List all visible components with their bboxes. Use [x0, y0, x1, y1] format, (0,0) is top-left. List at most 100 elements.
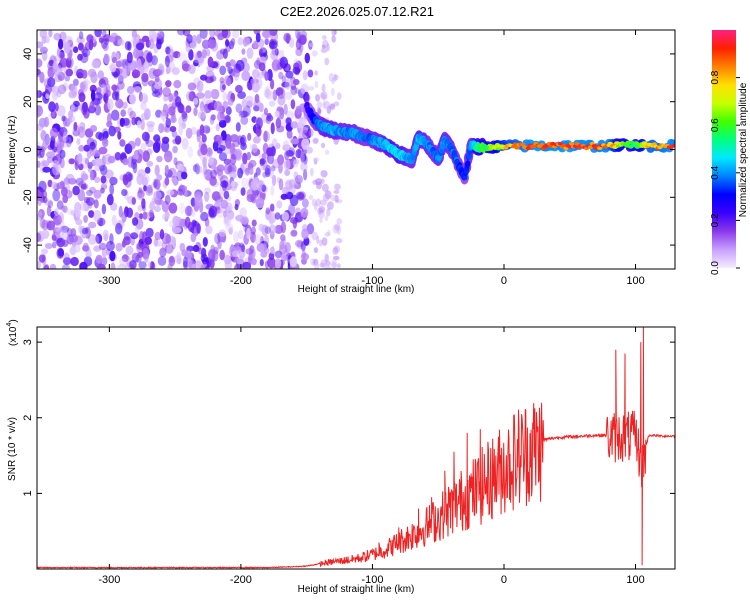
- noise-blob: [62, 194, 69, 204]
- noise-blob: [280, 254, 289, 262]
- noise-blob: [200, 111, 206, 122]
- noise-blob: [168, 48, 175, 58]
- noise-blob: [105, 83, 111, 93]
- noise-blob: [176, 170, 184, 182]
- noise-blob: [79, 81, 86, 91]
- ridge-core: [569, 141, 575, 146]
- noise-blob: [227, 98, 234, 106]
- noise-blob: [154, 231, 162, 241]
- noise-blob: [80, 183, 87, 190]
- noise-blob: [266, 147, 274, 157]
- colorbar-ticks: 0.0 0.2 0.4 0.6 0.8: [710, 70, 740, 275]
- noise-blob: [229, 59, 236, 67]
- noise-blob: [125, 245, 134, 256]
- noise-blob: [263, 130, 268, 143]
- noise-blob: [304, 52, 310, 64]
- noise-blob: [188, 260, 197, 269]
- noise-blob: [37, 58, 43, 68]
- noise-blob: [89, 125, 98, 133]
- noise-blob: [165, 118, 171, 128]
- noise-blob: [159, 247, 167, 258]
- noise-blob: [97, 263, 106, 269]
- sparse-blob: [331, 30, 337, 36]
- noise-blob: [300, 241, 306, 252]
- noise-blob: [74, 244, 81, 253]
- noise-blob: [181, 249, 189, 257]
- noise-blob: [195, 92, 205, 99]
- noise-blob: [295, 47, 303, 57]
- noise-blob: [249, 168, 254, 176]
- noise-blob: [98, 242, 107, 251]
- noise-blob: [278, 178, 284, 191]
- noise-blob: [175, 96, 182, 107]
- sparse-blob: [324, 57, 330, 66]
- noise-blob: [207, 56, 214, 68]
- noise-blob: [109, 64, 117, 73]
- noise-blob: [271, 174, 277, 187]
- noise-blob: [223, 214, 230, 225]
- sparse-blob: [310, 258, 315, 266]
- noise-blob: [127, 140, 136, 150]
- noise-blob: [295, 30, 301, 40]
- sparse-blob: [308, 128, 314, 137]
- noise-blob: [39, 46, 48, 54]
- noise-blob: [77, 42, 84, 51]
- sparse-blob: [311, 198, 317, 207]
- noise-blob: [234, 203, 239, 211]
- noise-blob: [265, 207, 271, 215]
- noise-blob: [164, 164, 169, 175]
- noise-blob: [292, 66, 301, 75]
- noise-blob: [187, 221, 194, 232]
- spectrogram-y-axis-label: Frequency (Hz): [7, 116, 18, 185]
- noise-blob: [178, 124, 183, 136]
- noise-blob: [290, 158, 300, 165]
- noise-blob: [223, 190, 230, 200]
- noise-blob: [56, 200, 64, 210]
- noise-blob: [37, 69, 41, 76]
- noise-blob: [150, 32, 159, 39]
- noise-blob: [199, 107, 206, 119]
- noise-blob: [87, 161, 93, 169]
- noise-blob: [95, 254, 103, 264]
- noise-blob: [197, 50, 202, 59]
- noise-blob: [127, 60, 133, 73]
- noise-blob: [261, 184, 267, 192]
- noise-blob: [77, 189, 86, 202]
- ridge-core: [514, 146, 520, 150]
- noise-blob: [204, 90, 212, 99]
- noise-blob: [90, 70, 96, 79]
- noise-blob: [254, 93, 260, 104]
- noise-blob: [277, 154, 285, 166]
- noise-blob: [131, 117, 137, 126]
- noise-blob: [115, 222, 123, 235]
- noise-blob: [270, 79, 275, 90]
- noise-blob: [82, 46, 88, 58]
- noise-blob: [156, 39, 162, 50]
- noise-blob: [205, 148, 213, 157]
- sparse-blob: [319, 262, 326, 268]
- noise-blob: [281, 211, 290, 222]
- noise-blob: [269, 30, 278, 36]
- noise-blob: [187, 82, 197, 91]
- sparse-blob: [315, 198, 321, 207]
- noise-blob: [96, 217, 106, 227]
- noise-blob: [172, 51, 181, 59]
- colorbar-tick-label: 0.0: [710, 261, 721, 275]
- noise-blob: [278, 162, 283, 174]
- noise-blob: [229, 171, 237, 180]
- chart-title: C2E2.2026.025.07.12.R21: [280, 4, 434, 19]
- noise-blob: [131, 30, 137, 39]
- noise-blob: [37, 123, 44, 131]
- noise-blob: [37, 41, 44, 49]
- noise-blob: [51, 234, 57, 241]
- noise-blob: [57, 248, 65, 257]
- noise-blob: [185, 127, 193, 139]
- noise-blob: [283, 103, 288, 116]
- noise-blob: [39, 71, 45, 84]
- sparse-blob: [332, 36, 337, 43]
- noise-blob: [232, 30, 240, 39]
- noise-blob: [146, 121, 155, 128]
- noise-blob: [259, 158, 266, 165]
- noise-blob: [138, 261, 147, 269]
- noise-blob: [218, 229, 227, 238]
